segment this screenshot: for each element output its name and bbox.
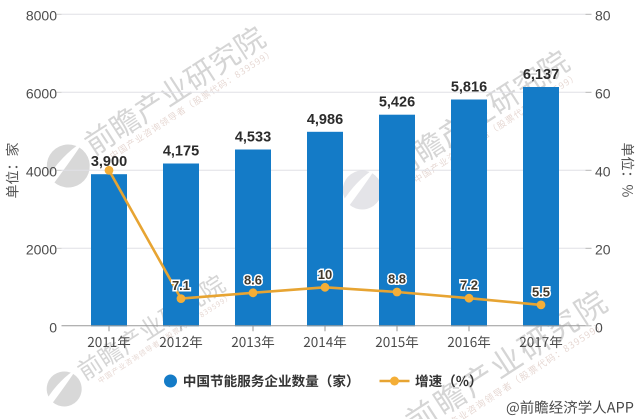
svg-text:8.8: 8.8	[388, 272, 406, 287]
svg-text:20: 20	[595, 241, 611, 257]
svg-text:10: 10	[318, 267, 332, 282]
svg-text:8000: 8000	[26, 7, 57, 23]
svg-text:8.6: 8.6	[244, 272, 262, 287]
svg-text:5.5: 5.5	[532, 284, 550, 299]
svg-text:4,533: 4,533	[235, 130, 271, 146]
svg-text:0: 0	[49, 319, 57, 335]
svg-text:7.2: 7.2	[460, 278, 478, 293]
svg-text:5,816: 5,816	[451, 80, 487, 96]
svg-text:2000: 2000	[26, 241, 57, 257]
svg-text:7.1: 7.1	[172, 278, 190, 293]
svg-text:4,986: 4,986	[307, 112, 343, 128]
svg-text:3,900: 3,900	[91, 154, 127, 170]
svg-text:6,137: 6,137	[523, 67, 559, 83]
svg-text:4,175: 4,175	[163, 144, 199, 160]
svg-text:40: 40	[595, 163, 611, 179]
svg-text:6000: 6000	[26, 85, 57, 101]
svg-text:5,426: 5,426	[379, 95, 415, 111]
svg-text:4000: 4000	[26, 163, 57, 179]
svg-text:60: 60	[595, 85, 611, 101]
svg-text:0: 0	[595, 319, 603, 335]
svg-text:80: 80	[595, 7, 611, 23]
